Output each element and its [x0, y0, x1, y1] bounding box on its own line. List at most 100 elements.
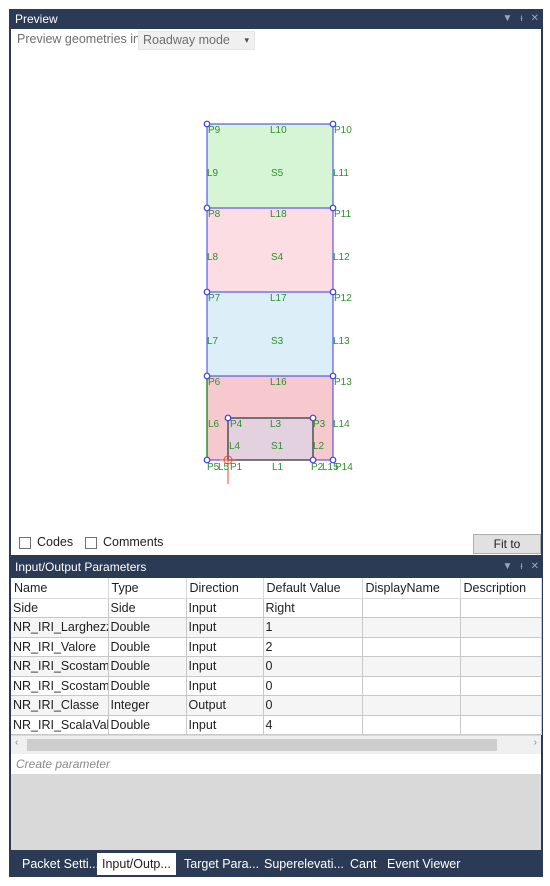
comments-checkbox[interactable]	[85, 537, 97, 549]
handle-p8[interactable]	[203, 204, 211, 212]
table-row[interactable]: NR_IRI_Scostamer Double Input 0	[11, 656, 542, 677]
cell-direction[interactable]: Input	[186, 715, 264, 735]
tab-cant[interactable]: Cant	[350, 857, 377, 871]
table-row[interactable]: NR_IRI_Scostamer Double Input 0	[11, 676, 542, 696]
handle-p7[interactable]	[203, 288, 211, 296]
cell-type[interactable]: Integer	[108, 695, 187, 716]
cell-description[interactable]	[460, 676, 542, 696]
application-window: Preview ▼ ᵻ ✕ Preview geometries in Road…	[9, 9, 543, 877]
cell-default-value[interactable]: 2	[263, 637, 363, 657]
cell-name[interactable]: Side	[11, 598, 109, 618]
cell-type[interactable]: Side	[108, 598, 187, 618]
tab-target-parameters[interactable]: Target Para...	[184, 857, 260, 871]
horizontal-scrollbar[interactable]: ‹ ›	[11, 736, 541, 754]
dropdown-arrow-icon[interactable]: ▼	[502, 13, 513, 24]
close-icon[interactable]: ✕	[530, 561, 539, 572]
fit-to-screen-button[interactable]: Fit to Screen	[473, 534, 541, 569]
column-header-type[interactable]: Type	[108, 578, 187, 599]
preview-mode-dropdown[interactable]: Roadway mode ▾	[138, 31, 255, 50]
label-l8: L8	[207, 252, 219, 263]
cell-description[interactable]	[460, 637, 542, 657]
cell-direction[interactable]: Input	[186, 598, 264, 618]
tab-packet-settings[interactable]: Packet Setti...	[22, 857, 100, 871]
cell-name[interactable]: NR_IRI_ScalaValori	[11, 715, 109, 735]
table-row[interactable]: NR_IRI_ScalaValori Double Input 4	[11, 715, 542, 735]
shape-s1[interactable]	[227, 417, 314, 461]
table-row[interactable]: Side Side Input Right	[11, 598, 542, 618]
create-parameter-row[interactable]: Create parameter	[11, 754, 541, 774]
tab-superelevation[interactable]: Superelevati...	[264, 857, 344, 871]
cell-description[interactable]	[460, 695, 542, 716]
cell-type[interactable]: Double	[108, 715, 187, 735]
cell-description[interactable]	[460, 617, 542, 638]
cell-name[interactable]: NR_IRI_Scostamer	[11, 676, 109, 696]
cell-display-name[interactable]	[362, 637, 461, 657]
shape-s3[interactable]	[206, 291, 334, 377]
cell-direction[interactable]: Input	[186, 676, 264, 696]
scroll-left-icon[interactable]: ‹	[15, 737, 19, 748]
tab-event-viewer[interactable]: Event Viewer	[387, 857, 461, 871]
cell-display-name[interactable]	[362, 676, 461, 696]
table-row[interactable]: NR_IRI_Classe Integer Output 0	[11, 695, 542, 716]
preview-canvas[interactable]: P9 L10 P10 L9 S5 L11 P8 L18 P11 L8 S4 L1…	[11, 51, 541, 531]
pin-icon[interactable]: ᵻ	[520, 13, 523, 24]
handle-p13[interactable]	[329, 372, 337, 380]
io-panel-controls: ▼ ᵻ ✕	[502, 557, 539, 577]
cell-name[interactable]: NR_IRI_Larghezza	[11, 617, 109, 638]
handle-p4[interactable]	[224, 414, 232, 422]
handle-p5[interactable]	[203, 456, 211, 464]
cell-default-value[interactable]: 4	[263, 715, 363, 735]
bottom-tab-bar: Packet Setti... Input/Outp... Target Par…	[9, 851, 543, 877]
handle-p14[interactable]	[329, 456, 337, 464]
cell-direction[interactable]: Output	[186, 695, 264, 716]
preview-footer: Codes Comments Fit to Screen	[11, 531, 541, 569]
handle-p2[interactable]	[309, 456, 317, 464]
column-header-default-value[interactable]: Default Value	[263, 578, 363, 599]
cell-default-value[interactable]: 1	[263, 617, 363, 638]
cell-type[interactable]: Double	[108, 637, 187, 657]
cell-direction[interactable]: Input	[186, 637, 264, 657]
cell-type[interactable]: Double	[108, 656, 187, 677]
cell-name[interactable]: NR_IRI_Scostamer	[11, 656, 109, 677]
label-p6: P6	[208, 377, 221, 388]
handle-p10[interactable]	[329, 120, 337, 128]
cell-default-value[interactable]: 0	[263, 656, 363, 677]
cell-type[interactable]: Double	[108, 617, 187, 638]
shape-s5[interactable]	[206, 123, 334, 209]
codes-checkbox[interactable]	[19, 537, 31, 549]
table-row[interactable]: NR_IRI_Valore Double Input 2	[11, 637, 542, 657]
cell-display-name[interactable]	[362, 617, 461, 638]
cell-default-value[interactable]: 0	[263, 676, 363, 696]
cell-description[interactable]	[460, 715, 542, 735]
cell-default-value[interactable]: Right	[263, 598, 363, 618]
handle-p3[interactable]	[309, 414, 317, 422]
cell-display-name[interactable]	[362, 656, 461, 677]
tab-input-output[interactable]: Input/Outp...	[97, 853, 176, 875]
cell-description[interactable]	[460, 656, 542, 677]
close-icon[interactable]: ✕	[530, 13, 539, 24]
dropdown-arrow-icon[interactable]: ▼	[502, 561, 513, 572]
cell-display-name[interactable]	[362, 695, 461, 716]
shape-s4[interactable]	[206, 207, 334, 293]
cell-default-value[interactable]: 0	[263, 695, 363, 716]
cell-direction[interactable]: Input	[186, 617, 264, 638]
cell-display-name[interactable]	[362, 715, 461, 735]
column-header-display-name[interactable]: DisplayName	[362, 578, 461, 599]
handle-p6[interactable]	[203, 372, 211, 380]
handle-p9[interactable]	[203, 120, 211, 128]
cell-type[interactable]: Double	[108, 676, 187, 696]
pin-icon[interactable]: ᵻ	[520, 561, 523, 572]
column-header-description[interactable]: Description	[460, 578, 542, 599]
column-header-direction[interactable]: Direction	[186, 578, 264, 599]
cell-name[interactable]: NR_IRI_Valore	[11, 637, 109, 657]
cell-display-name[interactable]	[362, 598, 461, 618]
cell-description[interactable]	[460, 598, 542, 618]
cell-name[interactable]: NR_IRI_Classe	[11, 695, 109, 716]
handle-p11[interactable]	[329, 204, 337, 212]
column-header-name[interactable]: Name	[11, 578, 109, 599]
handle-p12[interactable]	[329, 288, 337, 296]
table-row[interactable]: NR_IRI_Larghezza Double Input 1	[11, 617, 542, 638]
scroll-right-icon[interactable]: ›	[533, 737, 537, 748]
cell-direction[interactable]: Input	[186, 656, 264, 677]
scrollbar-thumb[interactable]	[27, 739, 497, 751]
